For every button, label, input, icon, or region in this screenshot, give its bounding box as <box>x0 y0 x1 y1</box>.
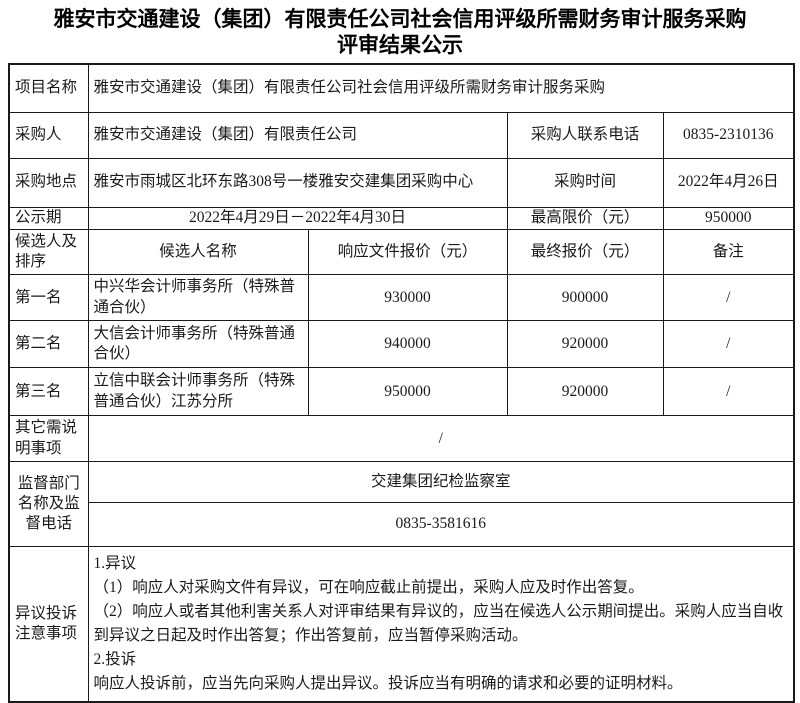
other-notes-value: / <box>87 415 795 463</box>
candidate-row-3: 第三名 立信中联会计师事务所（特殊普通合伙）江苏分所 950000 920000… <box>8 367 795 417</box>
other-notes-label: 其它需说明事项 <box>8 415 89 463</box>
purchase-time-value: 2022年4月26日 <box>662 157 795 208</box>
row-location: 采购地点 雅安市雨城区北环东路308号一楼雅安交建集团采购中心 采购时间 202… <box>8 157 795 208</box>
publicity-value: 2022年4月29日－2022年4月30日 <box>87 206 508 230</box>
candidate-rank: 第三名 <box>8 367 89 417</box>
candidate-row-2: 第二名 大信会计师事务所（特殊普通合伙） 940000 920000 / <box>8 320 795 369</box>
candidate-rank: 第一名 <box>8 274 89 322</box>
candidates-note-header: 备注 <box>662 228 795 276</box>
supervision-label: 监督部门名称及监督电话 <box>8 461 89 548</box>
complaint-line: （1）响应人对采购文件有异议，可在响应截止前提出，采购人应及时作出答复。 <box>93 578 644 596</box>
candidates-bid-header: 响应文件报价（元） <box>307 228 508 276</box>
max-price-label: 最高限价（元） <box>506 206 664 230</box>
purchaser-phone-label: 采购人联系电话 <box>506 111 664 159</box>
row-purchaser: 采购人 雅安市交通建设（集团）有限责任公司 采购人联系电话 0835-23101… <box>8 111 795 159</box>
candidate-name: 立信中联会计师事务所（特殊普通合伙）江苏分所 <box>87 367 309 417</box>
complaint-text: 1.异议 （1）响应人对采购文件有异议，可在响应截止前提出，采购人应及时作出答复… <box>87 546 795 703</box>
candidate-name: 中兴华会计师事务所（特殊普通合伙） <box>87 274 309 322</box>
candidate-final: 920000 <box>506 320 664 369</box>
row-project: 项目名称 雅安市交通建设（集团）有限责任公司社会信用评级所需财务审计服务采购 <box>8 63 795 113</box>
page-title-line2: 评审结果公示 <box>337 34 463 57</box>
purchaser-label: 采购人 <box>8 111 89 159</box>
candidate-bid: 930000 <box>307 274 508 322</box>
max-price-value: 950000 <box>662 206 795 230</box>
candidate-rank: 第二名 <box>8 320 89 369</box>
candidate-note: / <box>662 367 795 417</box>
purchaser-value: 雅安市交通建设（集团）有限责任公司 <box>87 111 508 159</box>
candidates-header-row: 候选人及排序 候选人名称 响应文件报价（元） 最终报价（元） 备注 <box>8 228 795 276</box>
candidates-final-header: 最终报价（元） <box>506 228 664 276</box>
candidates-rank-header: 候选人及排序 <box>8 228 89 276</box>
complaint-line: 响应人投诉前，应当先向采购人提出异议。投诉应当有明确的请求和必要的证明材料。 <box>93 674 683 692</box>
project-value: 雅安市交通建设（集团）有限责任公司社会信用评级所需财务审计服务采购 <box>87 63 795 113</box>
candidate-final: 920000 <box>506 367 664 417</box>
results-table: 项目名称 雅安市交通建设（集团）有限责任公司社会信用评级所需财务审计服务采购 采… <box>8 63 796 703</box>
publicity-label: 公示期 <box>8 206 89 230</box>
candidate-note: / <box>662 320 795 369</box>
page-title-line1: 雅安市交通建设（集团）有限责任公司社会信用评级所需财务审计服务采购 <box>53 8 747 31</box>
page-title: 雅安市交通建设（集团）有限责任公司社会信用评级所需财务审计服务采购 评审结果公示 <box>0 0 800 59</box>
supervision-phone-value: 0835-3581616 <box>87 502 795 548</box>
row-supervision-dept: 监督部门名称及监督电话 交建集团纪检监察室 <box>8 461 795 548</box>
complaint-line: 2.投诉 <box>93 650 137 668</box>
supervision-dept-value: 交建集团纪检监察室 <box>87 461 795 504</box>
candidate-name: 大信会计师事务所（特殊普通合伙） <box>87 320 309 369</box>
complaint-line: （2）响应人或者其他利害关系人对评审结果有异议的，应当在候选人公示期间提出。采购… <box>93 602 784 644</box>
complaint-label: 异议投诉注意事项 <box>8 546 89 703</box>
candidate-bid: 940000 <box>307 320 508 369</box>
row-other-notes: 其它需说明事项 / <box>8 415 795 463</box>
location-label: 采购地点 <box>8 157 89 208</box>
candidate-final: 900000 <box>506 274 664 322</box>
purchase-time-label: 采购时间 <box>506 157 664 208</box>
purchaser-phone-value: 0835-2310136 <box>662 111 795 159</box>
candidate-note: / <box>662 274 795 322</box>
candidates-name-header: 候选人名称 <box>87 228 309 276</box>
row-publicity: 公示期 2022年4月29日－2022年4月30日 最高限价（元） 950000 <box>8 206 795 230</box>
location-value: 雅安市雨城区北环东路308号一楼雅安交建集团采购中心 <box>87 157 508 208</box>
row-complaint: 异议投诉注意事项 1.异议 （1）响应人对采购文件有异议，可在响应截止前提出，采… <box>8 546 795 703</box>
candidate-row-1: 第一名 中兴华会计师事务所（特殊普通合伙） 930000 900000 / <box>8 274 795 322</box>
candidate-bid: 950000 <box>307 367 508 417</box>
row-supervision-phone: 0835-3581616 <box>9 502 795 548</box>
project-label: 项目名称 <box>8 63 89 113</box>
complaint-line: 1.异议 <box>93 554 137 572</box>
